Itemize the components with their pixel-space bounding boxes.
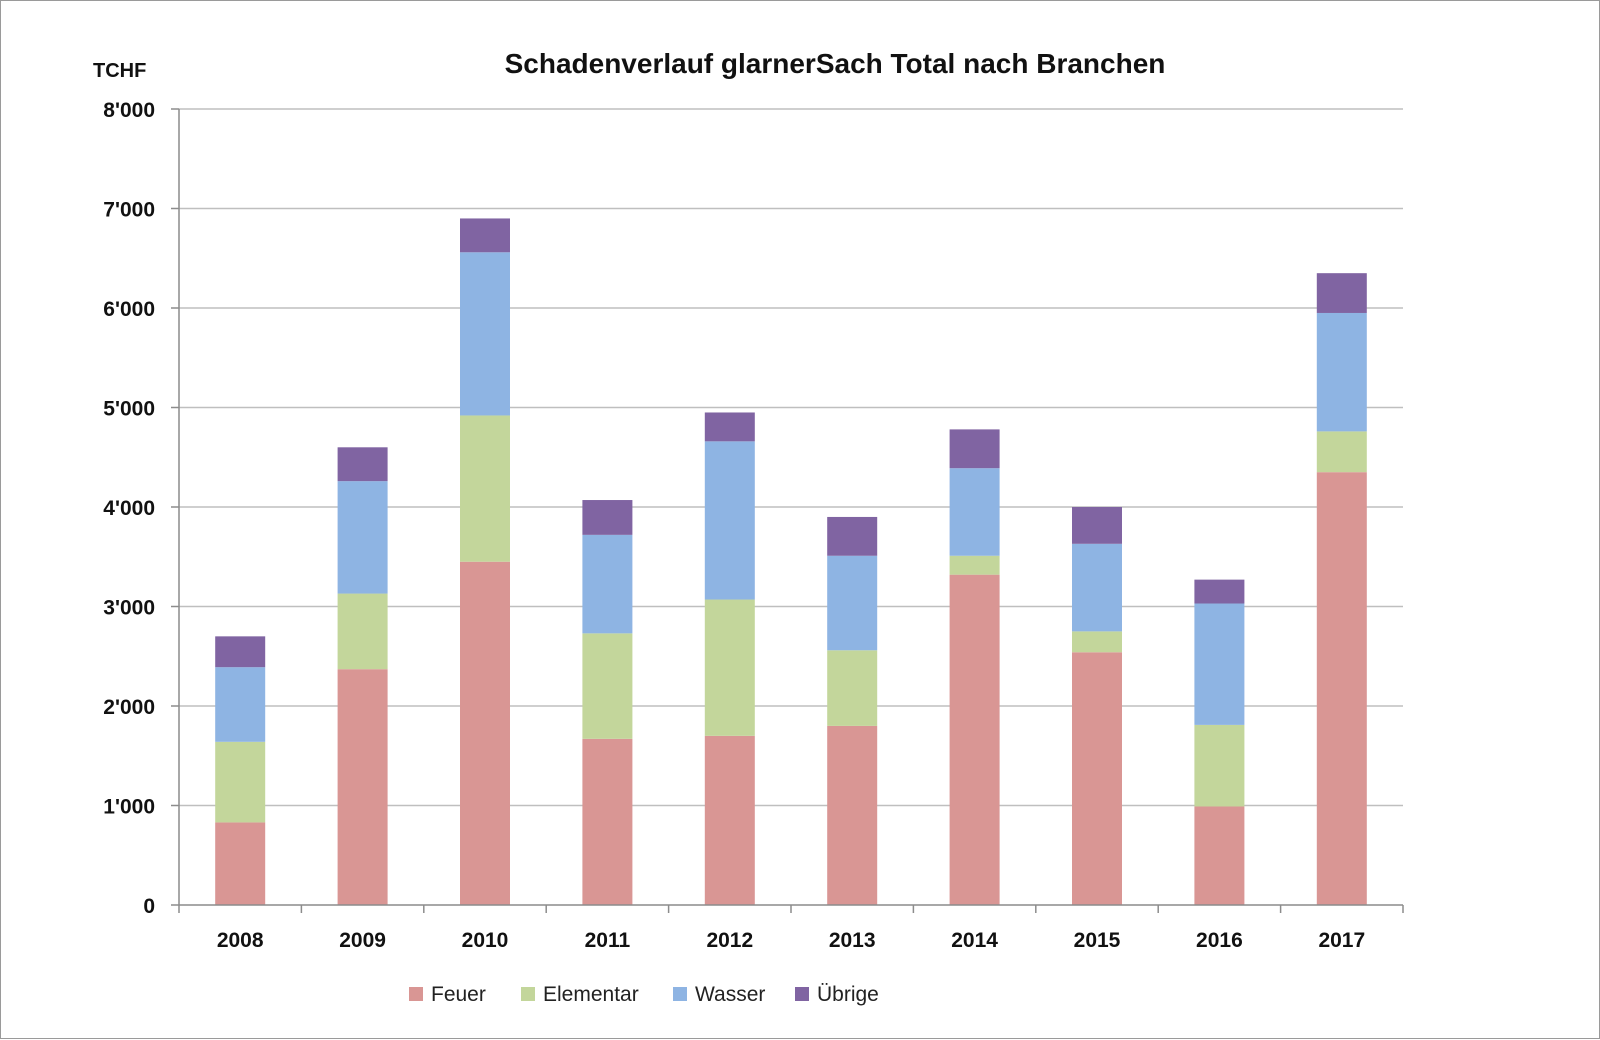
y-tick-label: 5'000 <box>103 398 155 421</box>
bar-segment <box>215 741 266 823</box>
x-tick-label: 2010 <box>462 929 509 952</box>
y-tick-label: 2'000 <box>103 696 155 719</box>
y-axis-unit-label: TCHF <box>93 60 146 82</box>
y-axis-ticks: 0 1'000 2'000 3'000 4'000 5'000 6'000 7'000 8'00… <box>103 99 155 918</box>
bar-segment <box>704 412 755 442</box>
y-tick-label: 8'000 <box>103 99 155 122</box>
bar-segment <box>949 555 1000 575</box>
bar-segment <box>215 667 266 742</box>
bar-segment <box>949 574 1000 905</box>
bar-segment <box>460 561 510 905</box>
legend-label: Übrige <box>817 983 879 1006</box>
bar-segment <box>460 415 510 562</box>
legend-swatch <box>521 987 535 1001</box>
legend-label: Feuer <box>431 983 486 1006</box>
bar-segment <box>1316 472 1367 905</box>
x-tick-label: 2012 <box>706 929 753 952</box>
x-tick-label: 2016 <box>1196 929 1243 952</box>
bar-segment <box>704 599 755 736</box>
bar-segment <box>582 534 633 634</box>
bars <box>215 218 1367 905</box>
bar-segment <box>949 468 1000 556</box>
x-tick-label: 2017 <box>1318 929 1365 952</box>
bar-segment <box>1194 724 1245 807</box>
bar-segment <box>1316 273 1367 313</box>
chart-title: Schadenverlauf glarnerSach Total nach Br… <box>505 48 1166 79</box>
y-tick-label: 3'000 <box>103 597 155 620</box>
legend: Feuer Elementar Wasser Übrige <box>409 983 879 1006</box>
bar-segment <box>215 822 266 905</box>
bar-segment <box>582 738 633 905</box>
legend-swatch <box>673 987 687 1001</box>
y-tick-label: 0 <box>143 895 155 918</box>
bar-segment <box>1316 312 1367 432</box>
bar-segment <box>582 633 633 739</box>
bar-segment <box>460 252 510 416</box>
bar-segment <box>582 500 633 535</box>
bar-segment <box>337 669 388 905</box>
bar-segment <box>1194 603 1245 725</box>
bar-segment <box>1194 579 1245 604</box>
y-tick-label: 7'000 <box>103 199 155 222</box>
bar-segment <box>1194 806 1245 905</box>
x-tick-label: 2008 <box>217 929 264 952</box>
x-tick-label: 2011 <box>585 929 631 952</box>
bar-segment <box>1072 507 1122 544</box>
bar-segment <box>827 555 878 651</box>
bar-segment <box>1316 431 1367 473</box>
bar-segment <box>1072 631 1122 653</box>
bar-segment <box>827 516 878 556</box>
axes <box>171 108 1404 913</box>
bar-segment <box>337 447 388 482</box>
bar-segment <box>337 481 388 594</box>
x-tick-label: 2013 <box>829 929 876 952</box>
bar-segment <box>827 650 878 726</box>
x-axis-ticks: 2008 2009 2010 2011 2012 2013 2014 2015 2016 2017 <box>217 929 1365 952</box>
legend-swatch <box>409 987 423 1001</box>
legend-label: Elementar <box>543 983 639 1006</box>
bar-segment <box>337 593 388 670</box>
bar-segment <box>704 441 755 600</box>
bar-segment <box>1072 652 1122 905</box>
bar-segment <box>460 218 510 253</box>
bar-segment <box>1072 543 1122 632</box>
y-tick-label: 4'000 <box>103 497 155 520</box>
bar-segment <box>827 725 878 905</box>
x-tick-label: 2014 <box>951 929 998 952</box>
legend-swatch <box>795 987 809 1001</box>
y-tick-label: 1'000 <box>103 796 155 819</box>
bar-segment <box>704 735 755 905</box>
x-tick-label: 2015 <box>1074 929 1121 952</box>
bar-segment <box>949 429 1000 469</box>
legend-label: Wasser <box>695 983 765 1006</box>
bar-segment <box>215 636 266 668</box>
y-tick-label: 6'000 <box>103 298 155 321</box>
x-tick-label: 2009 <box>339 929 386 952</box>
